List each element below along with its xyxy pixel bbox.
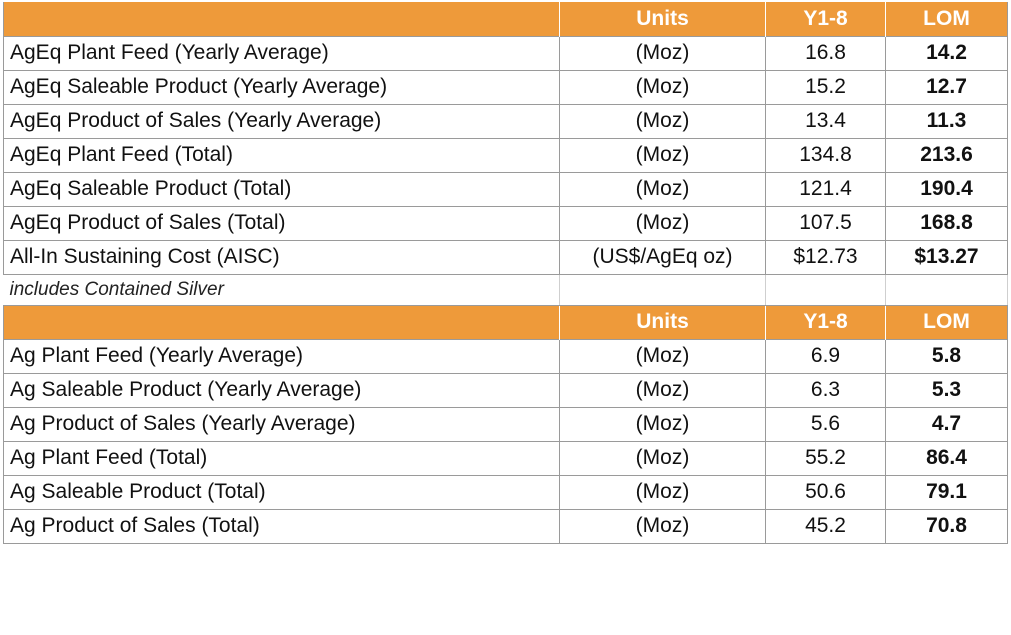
row-label: AgEq Product of Sales (Total) [3, 205, 560, 241]
row-lom-value: 213.6 [885, 137, 1008, 173]
note-row: includes Contained Silver [3, 274, 1008, 306]
table-row: AgEq Product of Sales (Yearly Average) (M… [3, 103, 1008, 139]
table1-header-row: Units Y1-8 LOM [3, 2, 1008, 36]
table1-body: AgEq Plant Feed (Yearly Average) (Moz) 16.… [3, 35, 1008, 275]
row-lom-value: 11.3 [885, 103, 1008, 139]
header-y1-8: Y1-8 [765, 305, 886, 339]
table-row: AgEq Saleable Product (Yearly Average) (M… [3, 69, 1008, 105]
row-label: Ag Saleable Product (Total) [3, 474, 560, 510]
row-units: (Moz) [559, 474, 766, 510]
row-lom-value: 190.4 [885, 171, 1008, 207]
table-row: Ag Plant Feed (Total) (Moz) 55.2 86.4 [3, 440, 1008, 476]
row-lom-value: 79.1 [885, 474, 1008, 510]
row-y1-8-value: 55.2 [765, 440, 886, 476]
row-y1-8-value: 134.8 [765, 137, 886, 173]
row-label: Ag Plant Feed (Yearly Average) [3, 338, 560, 374]
row-y1-8-value: 16.8 [765, 35, 886, 71]
note-empty-cell [885, 274, 1008, 306]
row-lom-value: 5.3 [885, 372, 1008, 408]
note-empty-cell [765, 274, 886, 306]
header-units: Units [559, 305, 766, 339]
row-lom-value: $13.27 [885, 239, 1008, 275]
row-units: (Moz) [559, 103, 766, 139]
row-y1-8-value: 15.2 [765, 69, 886, 105]
row-lom-value: 70.8 [885, 508, 1008, 544]
row-units: (Moz) [559, 440, 766, 476]
row-units: (Moz) [559, 35, 766, 71]
row-units: (Moz) [559, 69, 766, 105]
row-y1-8-value: 121.4 [765, 171, 886, 207]
row-label: Ag Product of Sales (Yearly Average) [3, 406, 560, 442]
row-units: (Moz) [559, 137, 766, 173]
row-label: AgEq Product of Sales (Yearly Average) [3, 103, 560, 139]
row-units: (Moz) [559, 372, 766, 408]
table-row: Ag Saleable Product (Yearly Average) (Moz… [3, 372, 1008, 408]
row-y1-8-value: 6.3 [765, 372, 886, 408]
spreadsheet: Units Y1-8 LOM AgEq Plant Feed (Yearly A… [3, 2, 1008, 544]
row-lom-value: 4.7 [885, 406, 1008, 442]
row-units: (Moz) [559, 406, 766, 442]
table-row: Ag Saleable Product (Total) (Moz) 50.6 79.1 [3, 474, 1008, 510]
table-row: AgEq Plant Feed (Yearly Average) (Moz) 16.… [3, 35, 1008, 71]
header-label-cell [3, 305, 560, 339]
row-units: (Moz) [559, 508, 766, 544]
row-y1-8-value: 5.6 [765, 406, 886, 442]
table-row: All-In Sustaining Cost (AISC) (US$/AgEq o… [3, 239, 1008, 275]
row-label: AgEq Saleable Product (Total) [3, 171, 560, 207]
row-units: (Moz) [559, 338, 766, 374]
header-units: Units [559, 2, 766, 36]
row-y1-8-value: 45.2 [765, 508, 886, 544]
note-empty-cell [559, 274, 766, 306]
header-lom: LOM [885, 305, 1008, 339]
row-label: AgEq Saleable Product (Yearly Average) [3, 69, 560, 105]
row-y1-8-value: 107.5 [765, 205, 886, 241]
table-row: AgEq Plant Feed (Total) (Moz) 134.8 213.6 [3, 137, 1008, 173]
row-label: Ag Plant Feed (Total) [3, 440, 560, 476]
table-row: AgEq Saleable Product (Total) (Moz) 121.4 1… [3, 171, 1008, 207]
row-units: (Moz) [559, 205, 766, 241]
table-row: AgEq Product of Sales (Total) (Moz) 107.5 1… [3, 205, 1008, 241]
row-lom-value: 5.8 [885, 338, 1008, 374]
header-y1-8: Y1-8 [765, 2, 886, 36]
row-lom-value: 86.4 [885, 440, 1008, 476]
row-label: AgEq Plant Feed (Yearly Average) [3, 35, 560, 71]
header-label-cell [3, 2, 560, 36]
row-y1-8-value: 50.6 [765, 474, 886, 510]
results-table: Units Y1-8 LOM AgEq Plant Feed (Yearly A… [3, 2, 1008, 544]
row-units: (US$/AgEq oz) [559, 239, 766, 275]
row-label: All-In Sustaining Cost (AISC) [3, 239, 560, 275]
row-y1-8-value: 13.4 [765, 103, 886, 139]
row-label: Ag Product of Sales (Total) [3, 508, 560, 544]
row-y1-8-value: $12.73 [765, 239, 886, 275]
table-row: Ag Product of Sales (Total) (Moz) 45.2 70.8 [3, 508, 1008, 544]
row-units: (Moz) [559, 171, 766, 207]
row-lom-value: 14.2 [885, 35, 1008, 71]
row-label: AgEq Plant Feed (Total) [3, 137, 560, 173]
row-lom-value: 12.7 [885, 69, 1008, 105]
table-row: Ag Product of Sales (Yearly Average) (Moz… [3, 406, 1008, 442]
row-lom-value: 168.8 [885, 205, 1008, 241]
table2-header-row: Units Y1-8 LOM [3, 305, 1008, 339]
row-y1-8-value: 6.9 [765, 338, 886, 374]
row-label: Ag Saleable Product (Yearly Average) [3, 372, 560, 408]
table-row: Ag Plant Feed (Yearly Average) (Moz) 6.9 5.… [3, 338, 1008, 374]
note-text: includes Contained Silver [3, 274, 560, 306]
header-lom: LOM [885, 2, 1008, 36]
table2-body: Ag Plant Feed (Yearly Average) (Moz) 6.9 5.… [3, 338, 1008, 544]
